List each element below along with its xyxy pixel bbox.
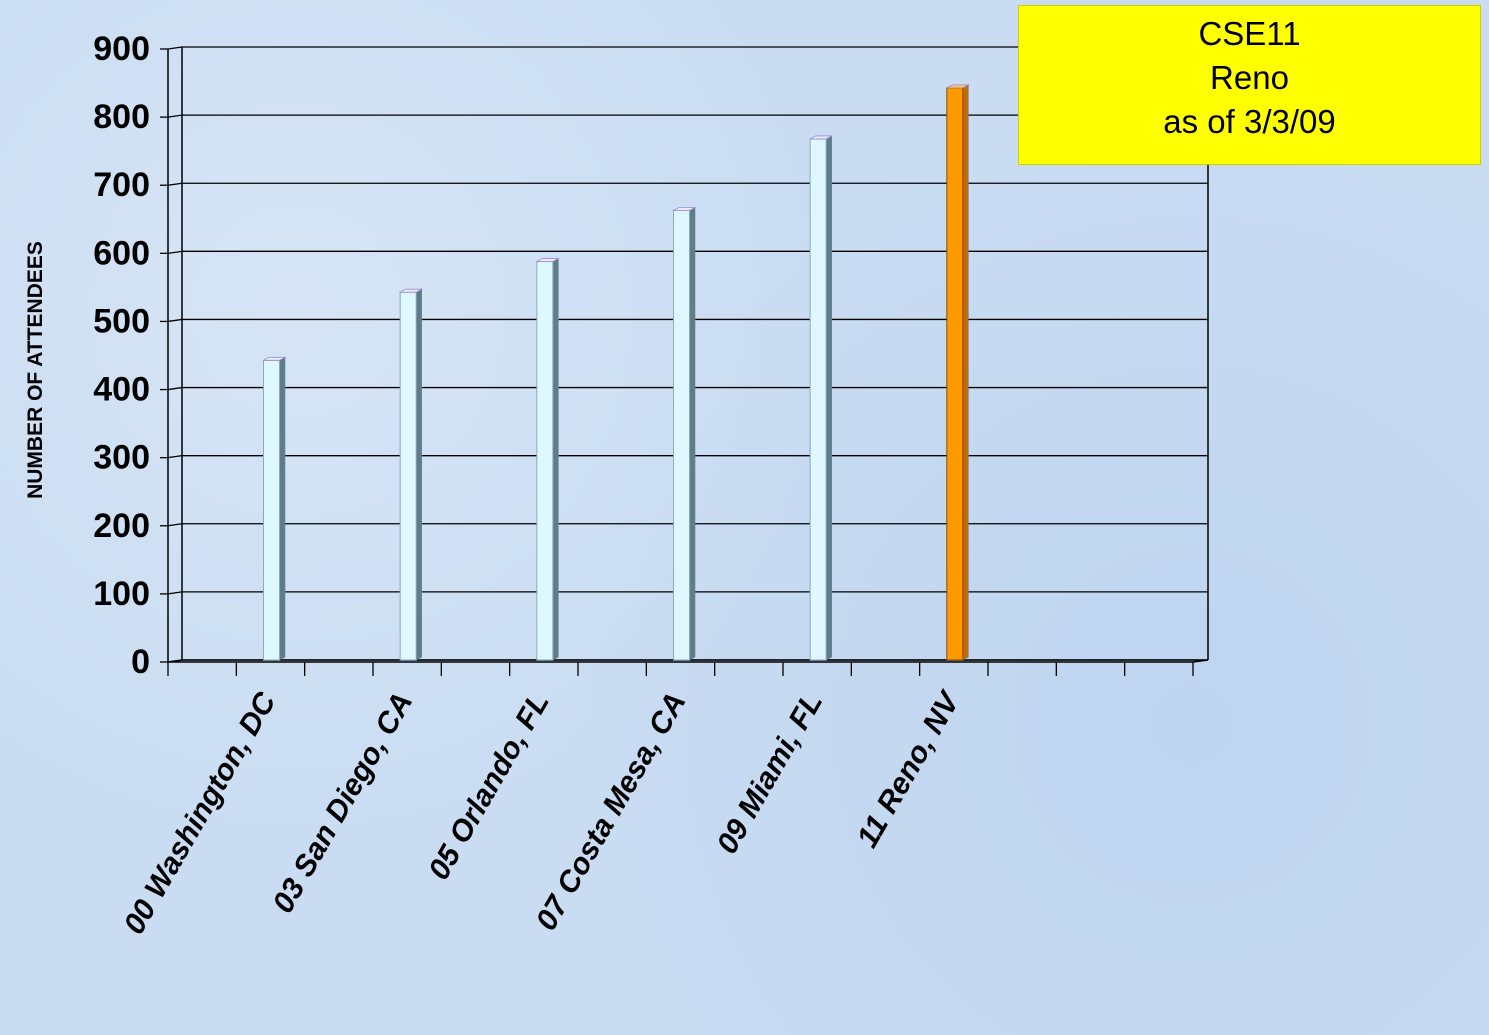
axes bbox=[167, 47, 1209, 676]
y-tick-label: 700 bbox=[93, 166, 150, 204]
bar bbox=[673, 209, 690, 661]
bar-top bbox=[945, 84, 970, 89]
callout-title: CSE11 bbox=[1198, 15, 1301, 52]
gridline-depth bbox=[167, 386, 183, 391]
gridline-depth bbox=[167, 114, 183, 118]
x-tick-label: 07 Costa Mesa, CA bbox=[530, 687, 693, 936]
bar bbox=[263, 359, 280, 661]
y-tick-label: 0 bbox=[131, 643, 150, 681]
bar-side bbox=[415, 288, 422, 661]
bar-top bbox=[398, 288, 424, 293]
y-tick-label: 900 bbox=[93, 30, 150, 68]
gridline-depth bbox=[167, 455, 183, 459]
gridline-depth bbox=[167, 250, 183, 254]
callout-location: Reno bbox=[1210, 59, 1289, 96]
y-tick-labels: 0 100 200 300 400 500 600 700 800 900 bbox=[93, 30, 150, 681]
y-tick-label: 800 bbox=[93, 98, 150, 136]
gridline-depth bbox=[167, 318, 183, 323]
bars bbox=[261, 84, 970, 661]
bar-top bbox=[535, 258, 560, 262]
bar-side bbox=[962, 84, 969, 661]
y-tick-label: 500 bbox=[93, 302, 150, 340]
gridline-depth bbox=[167, 523, 183, 527]
y-tick-label: 600 bbox=[93, 234, 150, 272]
bar bbox=[946, 87, 964, 661]
status-callout: CSE11 Reno as of 3/3/09 bbox=[1018, 5, 1481, 165]
bar bbox=[399, 291, 417, 661]
x-tick-label: 09 Miami, FL bbox=[711, 687, 830, 859]
y-tick-label: 200 bbox=[93, 507, 150, 545]
bar-top bbox=[808, 135, 834, 140]
bar bbox=[536, 261, 554, 661]
gridline-depth bbox=[167, 182, 183, 186]
x-tick-label: 00 Washington, DC bbox=[118, 686, 284, 940]
x-tick-label: 11 Reno, NV bbox=[851, 684, 967, 853]
bar-top bbox=[671, 207, 697, 211]
gridline-depth bbox=[167, 46, 183, 50]
y-tick-label: 400 bbox=[93, 371, 150, 409]
bar-side bbox=[279, 356, 286, 661]
gridline-depth bbox=[167, 591, 183, 595]
bar-side bbox=[689, 206, 696, 661]
y-tick-label: 300 bbox=[93, 439, 150, 477]
x-tick-label: 05 Orlando, FL bbox=[422, 687, 556, 885]
bar-side bbox=[552, 257, 559, 661]
callout-date: as of 3/3/09 bbox=[1163, 103, 1336, 140]
bar bbox=[809, 138, 827, 661]
y-tick-label: 100 bbox=[93, 575, 150, 613]
y-axis-title: NUMBER OF ATTENDEES bbox=[24, 241, 47, 499]
x-tick-label: 03 San Diego, CA bbox=[266, 687, 419, 919]
bar-side bbox=[825, 135, 832, 661]
bar-top bbox=[261, 356, 287, 361]
